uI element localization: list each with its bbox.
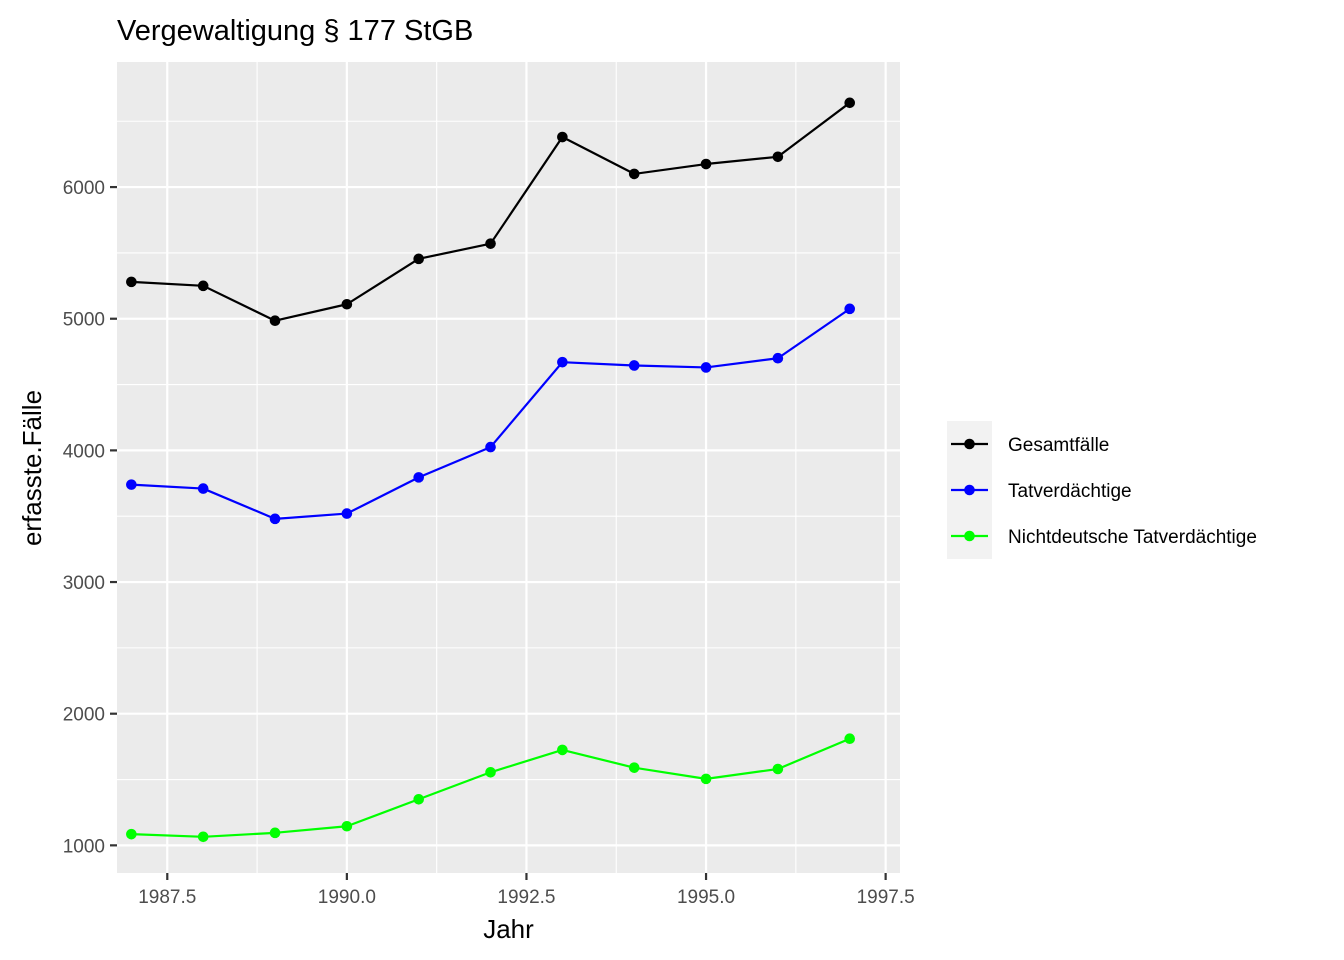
legend-label: Tatverdächtige xyxy=(1008,481,1132,502)
legend-label: Gesamtfälle xyxy=(1008,435,1109,456)
plot-panel xyxy=(117,62,900,873)
data-point xyxy=(557,356,568,368)
x-tick-label: 1997.5 xyxy=(857,887,915,908)
x-tick-label: 1987.5 xyxy=(138,887,196,908)
data-point xyxy=(269,513,281,525)
x-tick-label: 1990.0 xyxy=(318,887,376,908)
data-point xyxy=(197,483,209,494)
data-point xyxy=(269,315,281,327)
legend-key-point xyxy=(964,438,975,450)
data-point xyxy=(844,733,856,745)
data-point xyxy=(413,253,425,265)
legend: Gesamtfälle Tatverdächtige Nichtdeutsche T… xyxy=(947,421,1257,559)
data-point xyxy=(341,298,353,310)
data-point xyxy=(413,793,425,805)
data-point xyxy=(197,280,209,292)
data-point xyxy=(700,362,712,373)
legend-key-point xyxy=(964,484,975,496)
data-point xyxy=(413,472,425,483)
data-point xyxy=(197,831,209,843)
data-point xyxy=(772,151,784,163)
legend-key-point xyxy=(964,530,975,542)
data-point xyxy=(126,276,137,288)
data-point xyxy=(700,158,712,170)
data-point xyxy=(844,303,856,315)
data-point xyxy=(628,168,640,180)
data-point xyxy=(557,744,568,756)
y-tick-label: 3000 xyxy=(63,573,105,594)
data-point xyxy=(557,131,568,143)
data-point xyxy=(628,360,640,371)
x-tick-label: 1992.5 xyxy=(497,887,555,908)
y-tick-label: 2000 xyxy=(63,705,105,726)
data-point xyxy=(126,828,137,840)
data-point xyxy=(485,766,496,778)
y-tick-label: 5000 xyxy=(63,310,105,331)
data-point xyxy=(485,441,496,453)
data-point xyxy=(341,820,353,832)
x-tick-label: 1995.0 xyxy=(677,887,735,908)
data-point xyxy=(485,238,496,249)
data-point xyxy=(772,352,784,364)
data-point xyxy=(844,97,856,109)
chart-title: Vergewaltigung § 177 StGB xyxy=(117,15,473,47)
data-point xyxy=(269,827,281,839)
y-tick-label: 1000 xyxy=(63,836,105,857)
legend-label: Nichtdeutsche Tatverdächtige xyxy=(1008,527,1257,548)
y-axis-title: erfasste.Fälle xyxy=(17,390,47,546)
data-point xyxy=(628,762,640,773)
panel-background xyxy=(117,62,900,873)
y-tick-label: 6000 xyxy=(63,178,105,199)
x-axis-title: Jahr xyxy=(483,914,534,944)
data-point xyxy=(126,479,137,490)
data-point xyxy=(700,773,712,785)
data-point xyxy=(772,763,784,775)
y-tick-label: 4000 xyxy=(63,441,105,462)
data-point xyxy=(341,508,353,519)
